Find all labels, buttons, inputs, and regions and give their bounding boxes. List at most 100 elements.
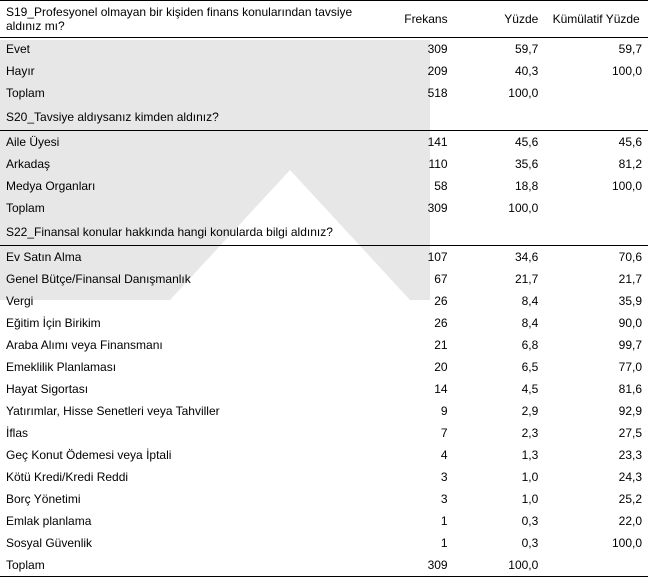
section-title: S22_Finansal konular hakkında hangi konu… <box>0 219 648 246</box>
row-label: Araba Alımı veya Finansmanı <box>0 334 363 356</box>
row-freq: 20 <box>363 356 454 378</box>
row-pct: 2,9 <box>454 400 545 422</box>
row-freq: 107 <box>363 246 454 269</box>
row-pct: 1,0 <box>454 466 545 488</box>
row-cum: 24,3 <box>544 466 648 488</box>
table-row: Toplam518100,0 <box>0 82 648 104</box>
row-label: Sosyal Güvenlik <box>0 532 363 554</box>
row-cum: 23,3 <box>544 444 648 466</box>
row-freq: 58 <box>363 175 454 197</box>
section-header-row: S19_Profesyonel olmayan bir kişiden fina… <box>0 1 648 38</box>
row-label: Geç Konut Ödemesi veya İptali <box>0 444 363 466</box>
row-freq: 67 <box>363 268 454 290</box>
row-label: Borç Yönetimi <box>0 488 363 510</box>
table-row: Arkadaş11035,681,2 <box>0 153 648 175</box>
row-freq: 309 <box>363 554 454 577</box>
row-freq: 7 <box>363 422 454 444</box>
table-row: Araba Alımı veya Finansmanı216,899,7 <box>0 334 648 356</box>
row-pct: 6,8 <box>454 334 545 356</box>
row-cum: 21,7 <box>544 268 648 290</box>
row-pct: 21,7 <box>454 268 545 290</box>
row-pct: 18,8 <box>454 175 545 197</box>
row-freq: 110 <box>363 153 454 175</box>
table-row: İflas72,327,5 <box>0 422 648 444</box>
table-row: Emeklilik Planlaması206,577,0 <box>0 356 648 378</box>
row-freq: 9 <box>363 400 454 422</box>
row-label: Toplam <box>0 197 363 219</box>
table-row: Ev Satın Alma10734,670,6 <box>0 246 648 269</box>
row-cum: 25,2 <box>544 488 648 510</box>
row-label: Hayır <box>0 60 363 82</box>
table-row: Borç Yönetimi31,025,2 <box>0 488 648 510</box>
row-label: Toplam <box>0 554 363 577</box>
row-pct: 34,6 <box>454 246 545 269</box>
row-label: Evet <box>0 38 363 61</box>
row-cum: 70,6 <box>544 246 648 269</box>
table-row: Sosyal Güvenlik10,3100,0 <box>0 532 648 554</box>
row-pct: 100,0 <box>454 554 545 577</box>
row-pct: 2,3 <box>454 422 545 444</box>
row-cum: 92,9 <box>544 400 648 422</box>
row-cum <box>544 554 648 577</box>
row-cum: 77,0 <box>544 356 648 378</box>
row-pct: 1,0 <box>454 488 545 510</box>
row-cum: 22,0 <box>544 510 648 532</box>
table-row: Yatırımlar, Hisse Senetleri veya Tahvill… <box>0 400 648 422</box>
table-row: Hayır20940,3100,0 <box>0 60 648 82</box>
row-freq: 518 <box>363 82 454 104</box>
row-cum: 99,7 <box>544 334 648 356</box>
table-row: Geç Konut Ödemesi veya İptali41,323,3 <box>0 444 648 466</box>
table-row: Toplam309100,0 <box>0 197 648 219</box>
row-pct: 45,6 <box>454 131 545 154</box>
row-pct: 100,0 <box>454 82 545 104</box>
row-pct: 4,5 <box>454 378 545 400</box>
col-header-cum: Kümülatif Yüzde <box>544 1 648 38</box>
col-header-freq: Frekans <box>363 1 454 38</box>
table-row: Emlak planlama10,322,0 <box>0 510 648 532</box>
row-pct: 6,5 <box>454 356 545 378</box>
table-row: Hayat Sigortası144,581,6 <box>0 378 648 400</box>
row-label: Medya Organları <box>0 175 363 197</box>
col-header-pct: Yüzde <box>454 1 545 38</box>
row-freq: 309 <box>363 197 454 219</box>
row-freq: 141 <box>363 131 454 154</box>
table-row: Aile Üyesi14145,645,6 <box>0 131 648 154</box>
row-cum: 100,0 <box>544 532 648 554</box>
table-row: Evet30959,759,7 <box>0 38 648 61</box>
row-freq: 309 <box>363 38 454 61</box>
row-pct: 40,3 <box>454 60 545 82</box>
row-freq: 3 <box>363 466 454 488</box>
table-row: Eğitim İçin Birikim268,490,0 <box>0 312 648 334</box>
row-pct: 0,3 <box>454 532 545 554</box>
row-pct: 0,3 <box>454 510 545 532</box>
row-cum <box>544 197 648 219</box>
row-label: Aile Üyesi <box>0 131 363 154</box>
table-row: Vergi268,435,9 <box>0 290 648 312</box>
table-row: Kötü Kredi/Kredi Reddi31,024,3 <box>0 466 648 488</box>
section-title: S20_Tavsiye aldıysanız kimden aldınız? <box>0 104 648 131</box>
row-freq: 3 <box>363 488 454 510</box>
row-cum: 100,0 <box>544 60 648 82</box>
row-freq: 4 <box>363 444 454 466</box>
row-label: Emeklilik Planlaması <box>0 356 363 378</box>
table-row: Genel Bütçe/Finansal Danışmanlık6721,721… <box>0 268 648 290</box>
row-pct: 35,6 <box>454 153 545 175</box>
table-row: Toplam309100,0 <box>0 554 648 577</box>
row-pct: 100,0 <box>454 197 545 219</box>
row-pct: 8,4 <box>454 290 545 312</box>
row-cum: 35,9 <box>544 290 648 312</box>
data-table: S19_Profesyonel olmayan bir kişiden fina… <box>0 0 648 577</box>
row-cum: 81,2 <box>544 153 648 175</box>
row-label: Genel Bütçe/Finansal Danışmanlık <box>0 268 363 290</box>
row-label: Toplam <box>0 82 363 104</box>
row-freq: 209 <box>363 60 454 82</box>
row-freq: 1 <box>363 532 454 554</box>
row-freq: 26 <box>363 312 454 334</box>
row-label: Hayat Sigortası <box>0 378 363 400</box>
row-cum: 27,5 <box>544 422 648 444</box>
row-label: Arkadaş <box>0 153 363 175</box>
row-cum: 100,0 <box>544 175 648 197</box>
row-label: Vergi <box>0 290 363 312</box>
row-label: Ev Satın Alma <box>0 246 363 269</box>
row-cum: 59,7 <box>544 38 648 61</box>
